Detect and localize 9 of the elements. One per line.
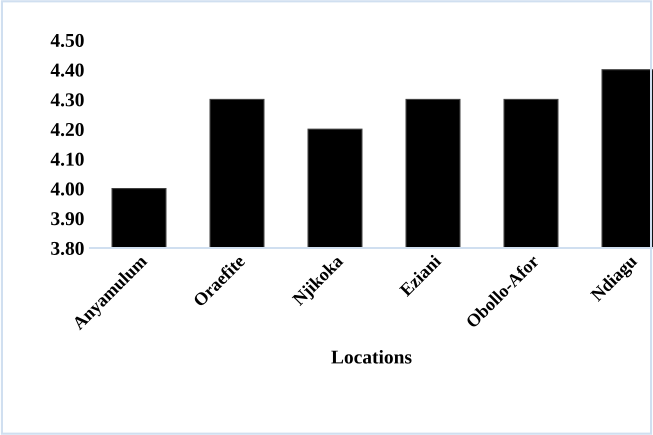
y-tick-label: 3.80 [51, 242, 84, 256]
x-axis-title: Locations [331, 350, 412, 364]
y-tick-label: 4.20 [50, 122, 84, 136]
y-tick-label: 4.50 [50, 34, 84, 48]
y-tick-label: 4.10 [50, 152, 84, 166]
y-tick-label: 4.00 [50, 182, 84, 196]
y-tick-label: 4.30 [50, 93, 84, 106]
y-tick-label: 4.40 [50, 64, 84, 77]
y-tick-label: 3.90 [51, 212, 84, 226]
